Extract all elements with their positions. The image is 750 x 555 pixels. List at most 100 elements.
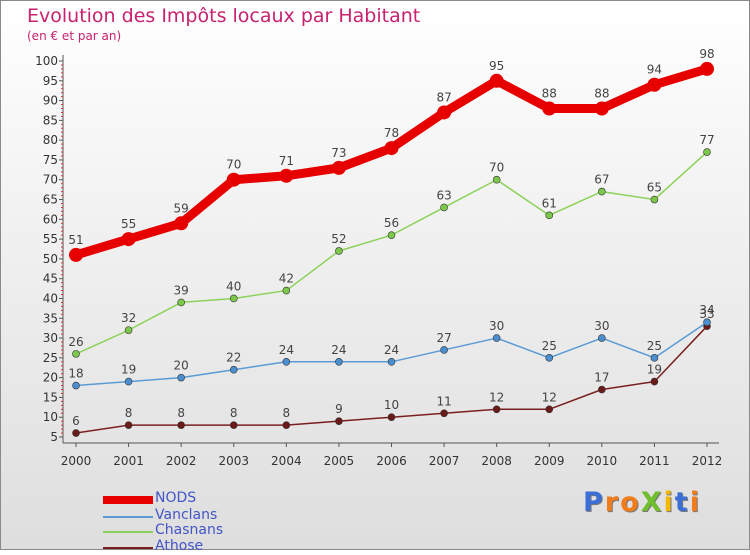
data-label: 51 — [68, 233, 83, 247]
data-label: 19 — [121, 363, 136, 377]
x-tick-label: 2012 — [692, 454, 723, 468]
data-point — [226, 172, 241, 187]
y-tick-label: 20 — [43, 371, 58, 385]
data-point — [545, 354, 554, 362]
data-point — [177, 298, 185, 307]
data-label: 98 — [699, 47, 714, 61]
x-tick-label: 2000 — [61, 454, 92, 468]
data-point — [650, 377, 659, 386]
data-point — [387, 357, 396, 366]
data-point — [542, 101, 557, 116]
y-tick-label: 45 — [43, 272, 58, 286]
data-point — [598, 187, 606, 196]
y-tick-label: 85 — [43, 113, 58, 127]
data-point — [647, 77, 662, 92]
y-tick-label: 65 — [43, 193, 58, 207]
data-point — [124, 326, 133, 334]
y-tick-label: 35 — [43, 311, 58, 325]
x-tick-label: 2003 — [218, 454, 249, 468]
y-tick-label: 55 — [43, 232, 58, 246]
x-tick-label: 2001 — [113, 454, 144, 468]
data-label: 24 — [331, 343, 346, 357]
data-label: 19 — [647, 363, 662, 377]
data-label: 73 — [331, 146, 346, 160]
data-label: 11 — [436, 394, 451, 408]
data-label: 17 — [594, 371, 609, 385]
data-label: 42 — [279, 272, 294, 286]
series-line-chasnans — [75, 151, 708, 355]
x-tick-label: 2009 — [534, 454, 565, 468]
data-point — [598, 334, 606, 342]
legend-label: Chasnans — [155, 522, 224, 538]
y-tick-label: 60 — [43, 212, 58, 226]
data-point — [282, 421, 291, 429]
data-point — [437, 105, 452, 120]
data-point — [492, 334, 501, 342]
data-point — [69, 247, 83, 262]
data-label: 26 — [68, 335, 83, 349]
data-point — [335, 357, 343, 366]
data-point — [440, 346, 448, 354]
data-label: 25 — [542, 339, 557, 353]
chart-title: Evolution des Impôts locaux par Habitant — [27, 5, 421, 27]
data-label: 34 — [699, 303, 714, 317]
x-tick-label: 2010 — [587, 454, 618, 468]
data-point — [174, 216, 189, 231]
data-point — [492, 405, 501, 414]
x-tick-label: 2004 — [271, 454, 302, 468]
logo-letter: i — [689, 487, 701, 518]
logo-letter: r — [604, 487, 621, 518]
x-tick-label: 2006 — [376, 454, 407, 468]
proxiti-logo: ProXiti — [583, 487, 701, 518]
data-point — [545, 211, 554, 220]
data-point — [72, 381, 80, 390]
chart-subtitle: (en € et par an) — [27, 29, 122, 43]
data-label: 24 — [279, 343, 294, 357]
data-label: 71 — [279, 154, 294, 168]
data-point — [700, 61, 714, 76]
data-point — [72, 350, 80, 358]
data-label: 33 — [699, 307, 714, 321]
x-tick-label: 2007 — [429, 454, 460, 468]
data-label: 78 — [384, 126, 399, 140]
logo-letter: o — [620, 487, 641, 518]
y-tick-label: 50 — [43, 252, 58, 266]
y-tick-label: 5 — [50, 430, 58, 444]
data-label: 40 — [226, 279, 241, 293]
data-label: 70 — [489, 161, 504, 175]
data-point — [650, 195, 659, 204]
logo-letter: i — [663, 487, 675, 518]
data-label: 12 — [489, 390, 504, 404]
legend-swatch — [103, 547, 153, 549]
y-tick-label: 95 — [43, 74, 58, 88]
x-tick-label: 2002 — [166, 454, 197, 468]
data-label: 10 — [384, 398, 399, 412]
data-label: 65 — [647, 181, 662, 195]
x-tick-label: 2005 — [324, 454, 355, 468]
data-label: 95 — [489, 59, 504, 73]
data-point — [384, 141, 399, 156]
x-tick-label: 2008 — [481, 454, 512, 468]
data-point — [387, 413, 396, 422]
logo-letter: P — [583, 487, 605, 518]
data-point — [229, 294, 238, 303]
y-tick-label: 90 — [43, 94, 58, 108]
data-label: 25 — [647, 339, 662, 353]
data-label: 30 — [489, 319, 504, 333]
data-point — [229, 421, 238, 429]
data-label: 59 — [174, 201, 189, 215]
data-point — [335, 417, 343, 425]
data-point — [335, 247, 343, 255]
data-label: 63 — [436, 188, 451, 202]
data-point — [121, 232, 136, 247]
data-point — [72, 429, 80, 437]
data-point — [492, 175, 501, 184]
legend-swatch — [103, 516, 153, 518]
data-label: 77 — [699, 133, 714, 147]
y-tick-label: 100 — [35, 54, 58, 68]
data-point — [598, 385, 606, 394]
data-point — [594, 101, 609, 116]
data-label: 32 — [121, 311, 136, 325]
